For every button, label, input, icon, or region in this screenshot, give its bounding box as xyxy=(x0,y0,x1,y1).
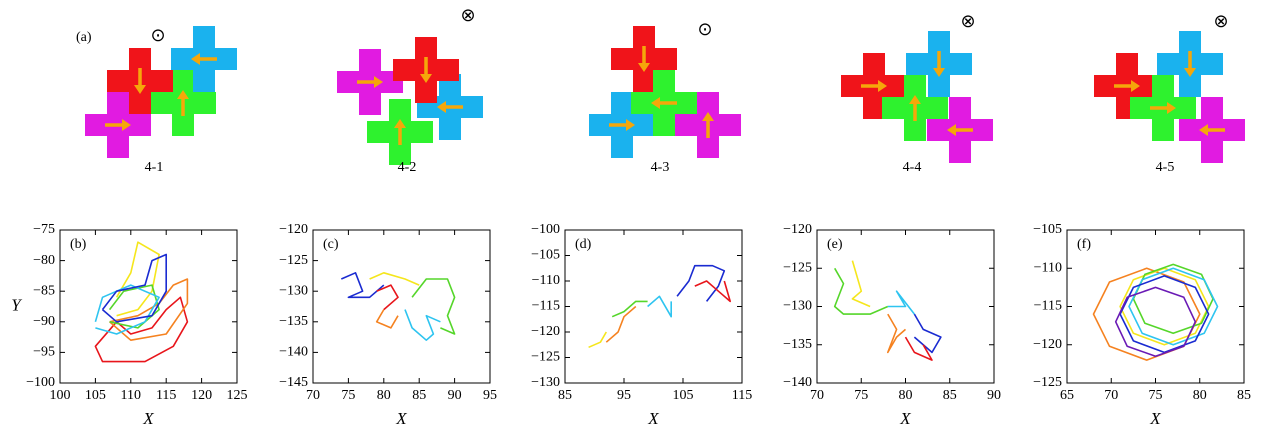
x-tick-label: 85 xyxy=(412,388,426,403)
y-tick-label: −130 xyxy=(531,375,560,390)
y-tick-label: −85 xyxy=(33,283,55,298)
x-tick-label: 110 xyxy=(121,388,141,403)
x-tick-label: 70 xyxy=(306,388,320,403)
y-tick-label: −95 xyxy=(33,345,55,360)
x-axis-label: X xyxy=(1149,409,1161,428)
field-symbol: ⊙ xyxy=(697,19,712,40)
y-tick-label: −125 xyxy=(531,350,560,365)
field-symbol: ⊗ xyxy=(1213,11,1228,32)
trajectory xyxy=(888,314,906,352)
y-tick-label: −125 xyxy=(1033,375,1062,390)
field-symbol: ⊗ xyxy=(960,11,975,32)
y-tick-label: −80 xyxy=(33,253,55,268)
x-tick-label: 85 xyxy=(1237,388,1251,403)
y-tick-label: −100 xyxy=(531,222,560,237)
panel-label: (f) xyxy=(1077,237,1091,252)
x-axis-label: X xyxy=(395,409,407,428)
x-tick-label: 90 xyxy=(987,388,1001,403)
x-tick-label: 95 xyxy=(617,388,631,403)
trajectory xyxy=(612,301,647,316)
plot-frame xyxy=(313,230,490,383)
y-tick-label: −135 xyxy=(279,314,308,329)
panel-label: (c) xyxy=(323,237,339,252)
trajectory xyxy=(888,291,915,314)
y-tick-label: −125 xyxy=(279,253,308,268)
x-tick-label: 65 xyxy=(1060,388,1074,403)
x-tick-label: 115 xyxy=(156,388,176,403)
trajectory xyxy=(377,310,398,328)
x-axis-label: X xyxy=(899,409,911,428)
panel-label: (e) xyxy=(827,237,843,252)
x-tick-label: 95 xyxy=(483,388,497,403)
x-tick-label: 100 xyxy=(50,388,71,403)
x-axis-label: X xyxy=(647,409,659,428)
trajectory xyxy=(95,297,187,361)
y-tick-label: −130 xyxy=(783,299,812,314)
diagram-label: 4-2 xyxy=(398,160,417,175)
x-tick-label: 75 xyxy=(1149,388,1163,403)
x-tick-label: 70 xyxy=(810,388,824,403)
y-tick-label: −90 xyxy=(33,314,55,329)
figure: (a) ⊙ 4-1 ⊗ 4-2 ⊙ 4-3 ⊗ 4-4 ⊗ 4-5 −100 −95 −90 −85 −80… xyxy=(0,0,1264,432)
y-tick-label: −110 xyxy=(532,273,560,288)
trajectory xyxy=(370,273,420,285)
y-tick-label: −115 xyxy=(1034,299,1062,314)
trajectory xyxy=(405,310,440,341)
x-tick-label: 80 xyxy=(899,388,913,403)
trajectory xyxy=(648,296,672,316)
y-tick-label: −105 xyxy=(1033,222,1062,237)
diagram-label: 4-3 xyxy=(651,160,670,175)
x-tick-label: 80 xyxy=(377,388,391,403)
page: {"figure":{"panel_label":"(a)","diagrams… xyxy=(0,0,1264,432)
x-tick-label: 75 xyxy=(341,388,355,403)
y-tick-label: −115 xyxy=(532,299,560,314)
y-tick-label: −130 xyxy=(279,283,308,298)
panel-label: (b) xyxy=(70,237,87,252)
diagram-label: 4-4 xyxy=(903,160,922,175)
panel-label: (a) xyxy=(76,30,92,45)
trajectory xyxy=(341,273,384,298)
y-tick-label: −120 xyxy=(279,222,308,237)
x-tick-label: 75 xyxy=(854,388,868,403)
trajectory xyxy=(589,332,607,347)
y-tick-label: −105 xyxy=(531,248,560,263)
x-tick-label: 105 xyxy=(673,388,694,403)
y-tick-label: −75 xyxy=(33,222,55,237)
y-tick-label: −125 xyxy=(783,260,812,275)
x-tick-label: 105 xyxy=(85,388,106,403)
y-tick-label: −120 xyxy=(531,324,560,339)
y-tick-label: −135 xyxy=(783,337,812,352)
trajectory xyxy=(606,307,636,343)
y-tick-label: −145 xyxy=(279,375,308,390)
x-tick-label: 90 xyxy=(448,388,462,403)
x-tick-label: 120 xyxy=(191,388,212,403)
trajectory xyxy=(117,242,160,316)
plot-frame xyxy=(565,230,742,383)
y-tick-label: −120 xyxy=(1033,337,1062,352)
x-tick-label: 85 xyxy=(558,388,572,403)
trajectory xyxy=(412,279,455,334)
field-symbol: ⊗ xyxy=(460,5,475,26)
y-tick-label: −140 xyxy=(783,375,812,390)
x-axis-label: X xyxy=(142,409,154,428)
field-symbol: ⊙ xyxy=(150,25,165,46)
diagram-label: 4-1 xyxy=(145,160,164,175)
x-tick-label: 70 xyxy=(1104,388,1118,403)
x-tick-label: 125 xyxy=(227,388,248,403)
y-tick-label: −140 xyxy=(279,345,308,360)
y-axis-label: Y xyxy=(11,295,22,314)
y-tick-label: −110 xyxy=(1034,260,1062,275)
trajectory xyxy=(914,314,941,352)
y-tick-label: −120 xyxy=(783,222,812,237)
x-tick-label: 80 xyxy=(1193,388,1207,403)
trajectory xyxy=(695,281,730,301)
trajectory xyxy=(852,261,870,307)
x-tick-label: 85 xyxy=(943,388,957,403)
diagram-label: 4-5 xyxy=(1156,160,1175,175)
panel-label: (d) xyxy=(575,237,592,252)
x-tick-label: 115 xyxy=(732,388,752,403)
